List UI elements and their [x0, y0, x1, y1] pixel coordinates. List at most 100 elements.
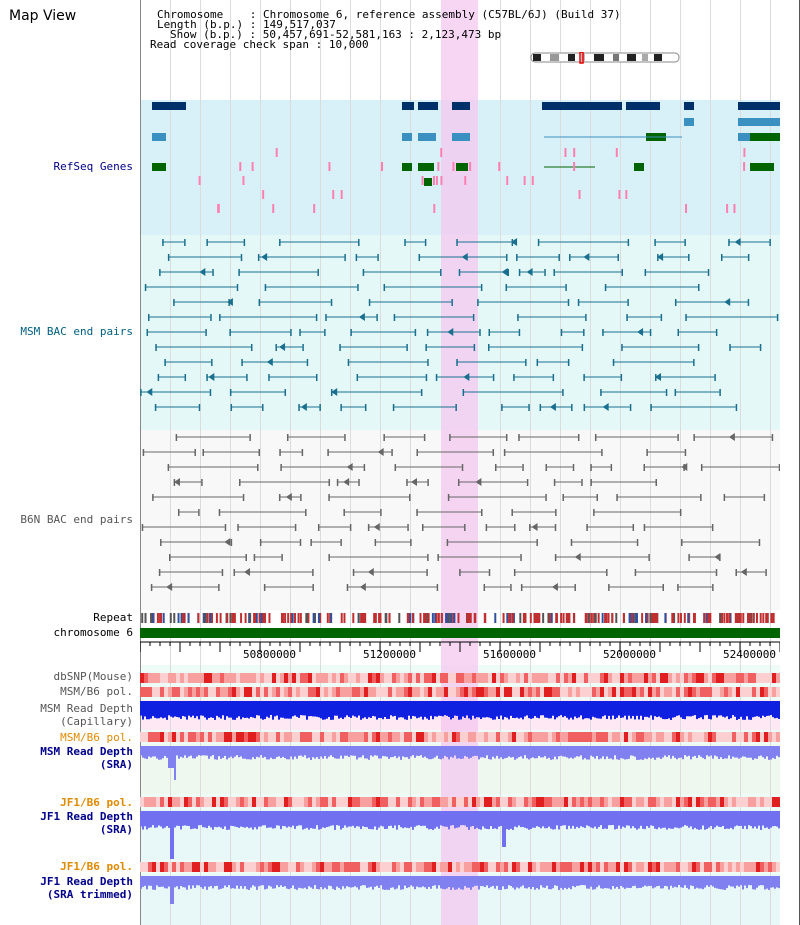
repeat-element [244, 613, 247, 623]
jf1-sra-depth-bar [754, 811, 756, 827]
jf1-b6-pol-heat-cell [216, 797, 220, 807]
b6n-bac-pair-arrow [531, 523, 538, 531]
b6n-bac-pair-end [194, 449, 196, 456]
repeat-element [431, 613, 434, 623]
jf1-b6-pol-2-track-label[interactable]: JF1/B6 pol. [60, 860, 133, 873]
jf1-sra-depth-bar [724, 811, 726, 830]
jf1-trimmed-depth-bar [372, 876, 374, 890]
msm-capillary-depth-bar [538, 701, 540, 719]
msm-capillary-depth-bar [146, 701, 148, 720]
msm-depth-sra-label[interactable]: MSM Read Depth (SRA) [40, 745, 133, 771]
jf1-sra-depth-bar [260, 811, 262, 827]
msm-b6-pol-2-heat-cell [540, 732, 544, 742]
msm-bac-pair-end [284, 389, 287, 396]
msm-sra-depth-bar [350, 746, 352, 756]
jf1-b6-pol-2-heat-cell [576, 862, 580, 872]
dbsnp-heat-cell [308, 673, 312, 683]
dbsnp-track-label[interactable]: dbSNP(Mouse) [53, 670, 133, 683]
msm-b6-pol-heat-cell [256, 687, 260, 697]
jf1-trimmed-depth-bar [672, 876, 674, 888]
msm-sra-depth-bar [420, 746, 422, 756]
jf1-sra-depth-bar [376, 811, 378, 830]
msm-capillary-depth-bar [688, 701, 690, 717]
jf1-b6-pol-heat-cell [384, 797, 388, 807]
jf1-b6-pol-heat-cell [400, 797, 404, 807]
jf1-sra-depth-bar [342, 811, 344, 828]
jf1-b6-pol-heat-cell [260, 797, 264, 807]
jf1-b6-pol-heat-cell [348, 797, 352, 807]
jf1-sra-depth-bar [684, 811, 686, 826]
genome-track-canvas[interactable] [140, 0, 780, 925]
jf1-trimmed-depth-bar [396, 876, 398, 889]
b6n-bac-pair-end [536, 539, 538, 546]
msm-sra-depth-bar [592, 746, 594, 757]
msm-sra-depth-bar [428, 746, 430, 760]
msm-b6-pol-heat-cell [516, 687, 520, 697]
dbsnp-heat-cell [576, 673, 580, 683]
jf1-b6-pol-2-heat-cell [604, 862, 608, 872]
msm-sra-depth-bar [296, 746, 298, 759]
msm-sra-depth-bar [256, 746, 258, 757]
jf1-trimmed-depth-bar [644, 876, 646, 886]
msm-b6-pol-2-track-label[interactable]: MSM/B6 pol. [60, 731, 133, 744]
jf1-b6-pol-heat-cell [380, 797, 384, 807]
msm-capillary-depth-bar [548, 701, 550, 719]
msm-bac-track-label[interactable]: MSM BAC end pairs [20, 325, 133, 338]
jf1-b6-pol-track-label[interactable]: JF1/B6 pol. [60, 796, 133, 809]
b6n-bac-pair-end [257, 464, 259, 471]
jf1-sra-depth-bar [692, 811, 694, 830]
refseq-track-label[interactable]: RefSeq Genes [53, 160, 133, 173]
b6n-bac-pair-arrow [475, 478, 482, 486]
msm-capillary-depth-bar [386, 701, 388, 719]
jf1-sra-depth-bar [422, 811, 424, 826]
jf1-sra-depth-bar [734, 811, 736, 827]
jf1-sra-depth-bar [348, 811, 350, 827]
jf1-b6-pol-2-heat-cell [556, 862, 560, 872]
msm-capillary-depth-bar [768, 701, 770, 716]
jf1-depth-trimmed-label[interactable]: JF1 Read Depth (SRA trimmed) [40, 875, 133, 901]
msm-sra-depth-bar [666, 746, 668, 757]
msm-b6-pol-track-label[interactable]: MSM/B6 pol. [60, 685, 133, 698]
jf1-trimmed-depth-bar [202, 876, 204, 889]
msm-capillary-depth-bar [170, 701, 172, 717]
jf1-sra-depth-bar [774, 811, 776, 827]
dbsnp-heat-cell [760, 673, 764, 683]
repeat-element [423, 613, 426, 623]
refseq-gene-exon [634, 163, 644, 171]
msm-depth-capillary-label[interactable]: MSM Read Depth (Capillary) [40, 702, 133, 728]
dbsnp-heat-cell [300, 673, 304, 683]
dbsnp-heat-cell [468, 673, 472, 683]
refseq-pink-mark [573, 148, 576, 157]
repeat-track-label[interactable]: Repeat [93, 611, 133, 624]
repeat-element [687, 613, 690, 623]
msm-capillary-depth-bar [710, 701, 712, 720]
repeat-element [511, 613, 514, 623]
msm-sra-depth-bar [690, 746, 692, 760]
msm-b6-pol-2-heat-cell [712, 732, 716, 742]
jf1-b6-pol-heat-cell [288, 797, 292, 807]
msm-b6-pol-2-heat-cell [448, 732, 452, 742]
msm-b6-pol-2-heat-cell [416, 732, 420, 742]
chromosome-ideogram[interactable] [528, 52, 684, 64]
msm-bac-pair-arrow [300, 403, 307, 411]
jf1-b6-pol-2-heat-cell [164, 862, 168, 872]
jf1-b6-pol-heat-cell [440, 797, 444, 807]
selection-highlight[interactable] [441, 0, 478, 925]
msm-capillary-depth-bar [296, 701, 298, 717]
dbsnp-heat-cell [176, 673, 180, 683]
b6n-bac-track-label[interactable]: B6N BAC end pairs [20, 513, 133, 526]
msm-capillary-depth-bar [662, 701, 664, 720]
jf1-depth-sra-label[interactable]: JF1 Read Depth (SRA) [40, 810, 133, 836]
msm-capillary-depth-bar [246, 701, 248, 718]
msm-sra-depth-bar [684, 746, 686, 756]
msm-sra-depth-bar [396, 746, 398, 759]
chromosome-track-label[interactable]: chromosome 6 [53, 626, 133, 639]
jf1-trimmed-depth-bar [180, 876, 182, 887]
jf1-b6-pol-heat-cell [524, 797, 528, 807]
jf1-b6-pol-heat-cell [252, 797, 256, 807]
jf1-b6-pol-heat-cell [232, 797, 236, 807]
jf1-b6-pol-2-heat-cell [516, 862, 520, 872]
msm-sra-depth-bar [730, 746, 732, 759]
msm-capillary-depth-bar [458, 701, 460, 720]
msm-b6-pol-2-heat-cell [328, 732, 332, 742]
